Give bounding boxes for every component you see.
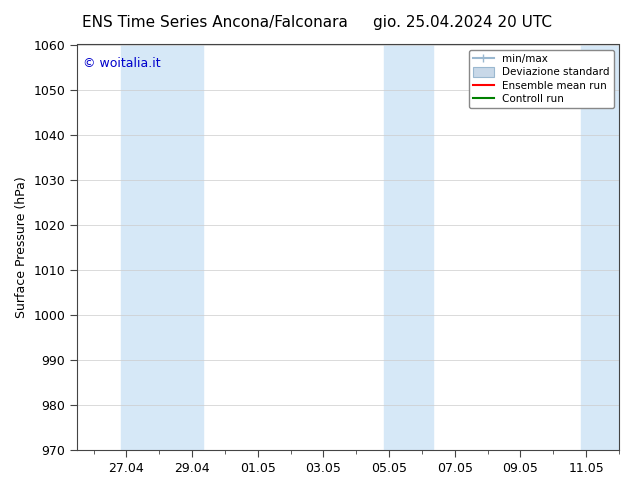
Y-axis label: Surface Pressure (hPa): Surface Pressure (hPa) [15, 176, 28, 318]
Bar [121, 45, 203, 450]
Legend: min/max, Deviazione standard, Ensemble mean run, Controll run: min/max, Deviazione standard, Ensemble m… [469, 49, 614, 108]
Bar [581, 45, 630, 450]
Text: © woitalia.it: © woitalia.it [82, 57, 160, 70]
Bar [384, 45, 433, 450]
Text: gio. 25.04.2024 20 UTC: gio. 25.04.2024 20 UTC [373, 15, 552, 30]
Text: ENS Time Series Ancona/Falconara: ENS Time Series Ancona/Falconara [82, 15, 348, 30]
